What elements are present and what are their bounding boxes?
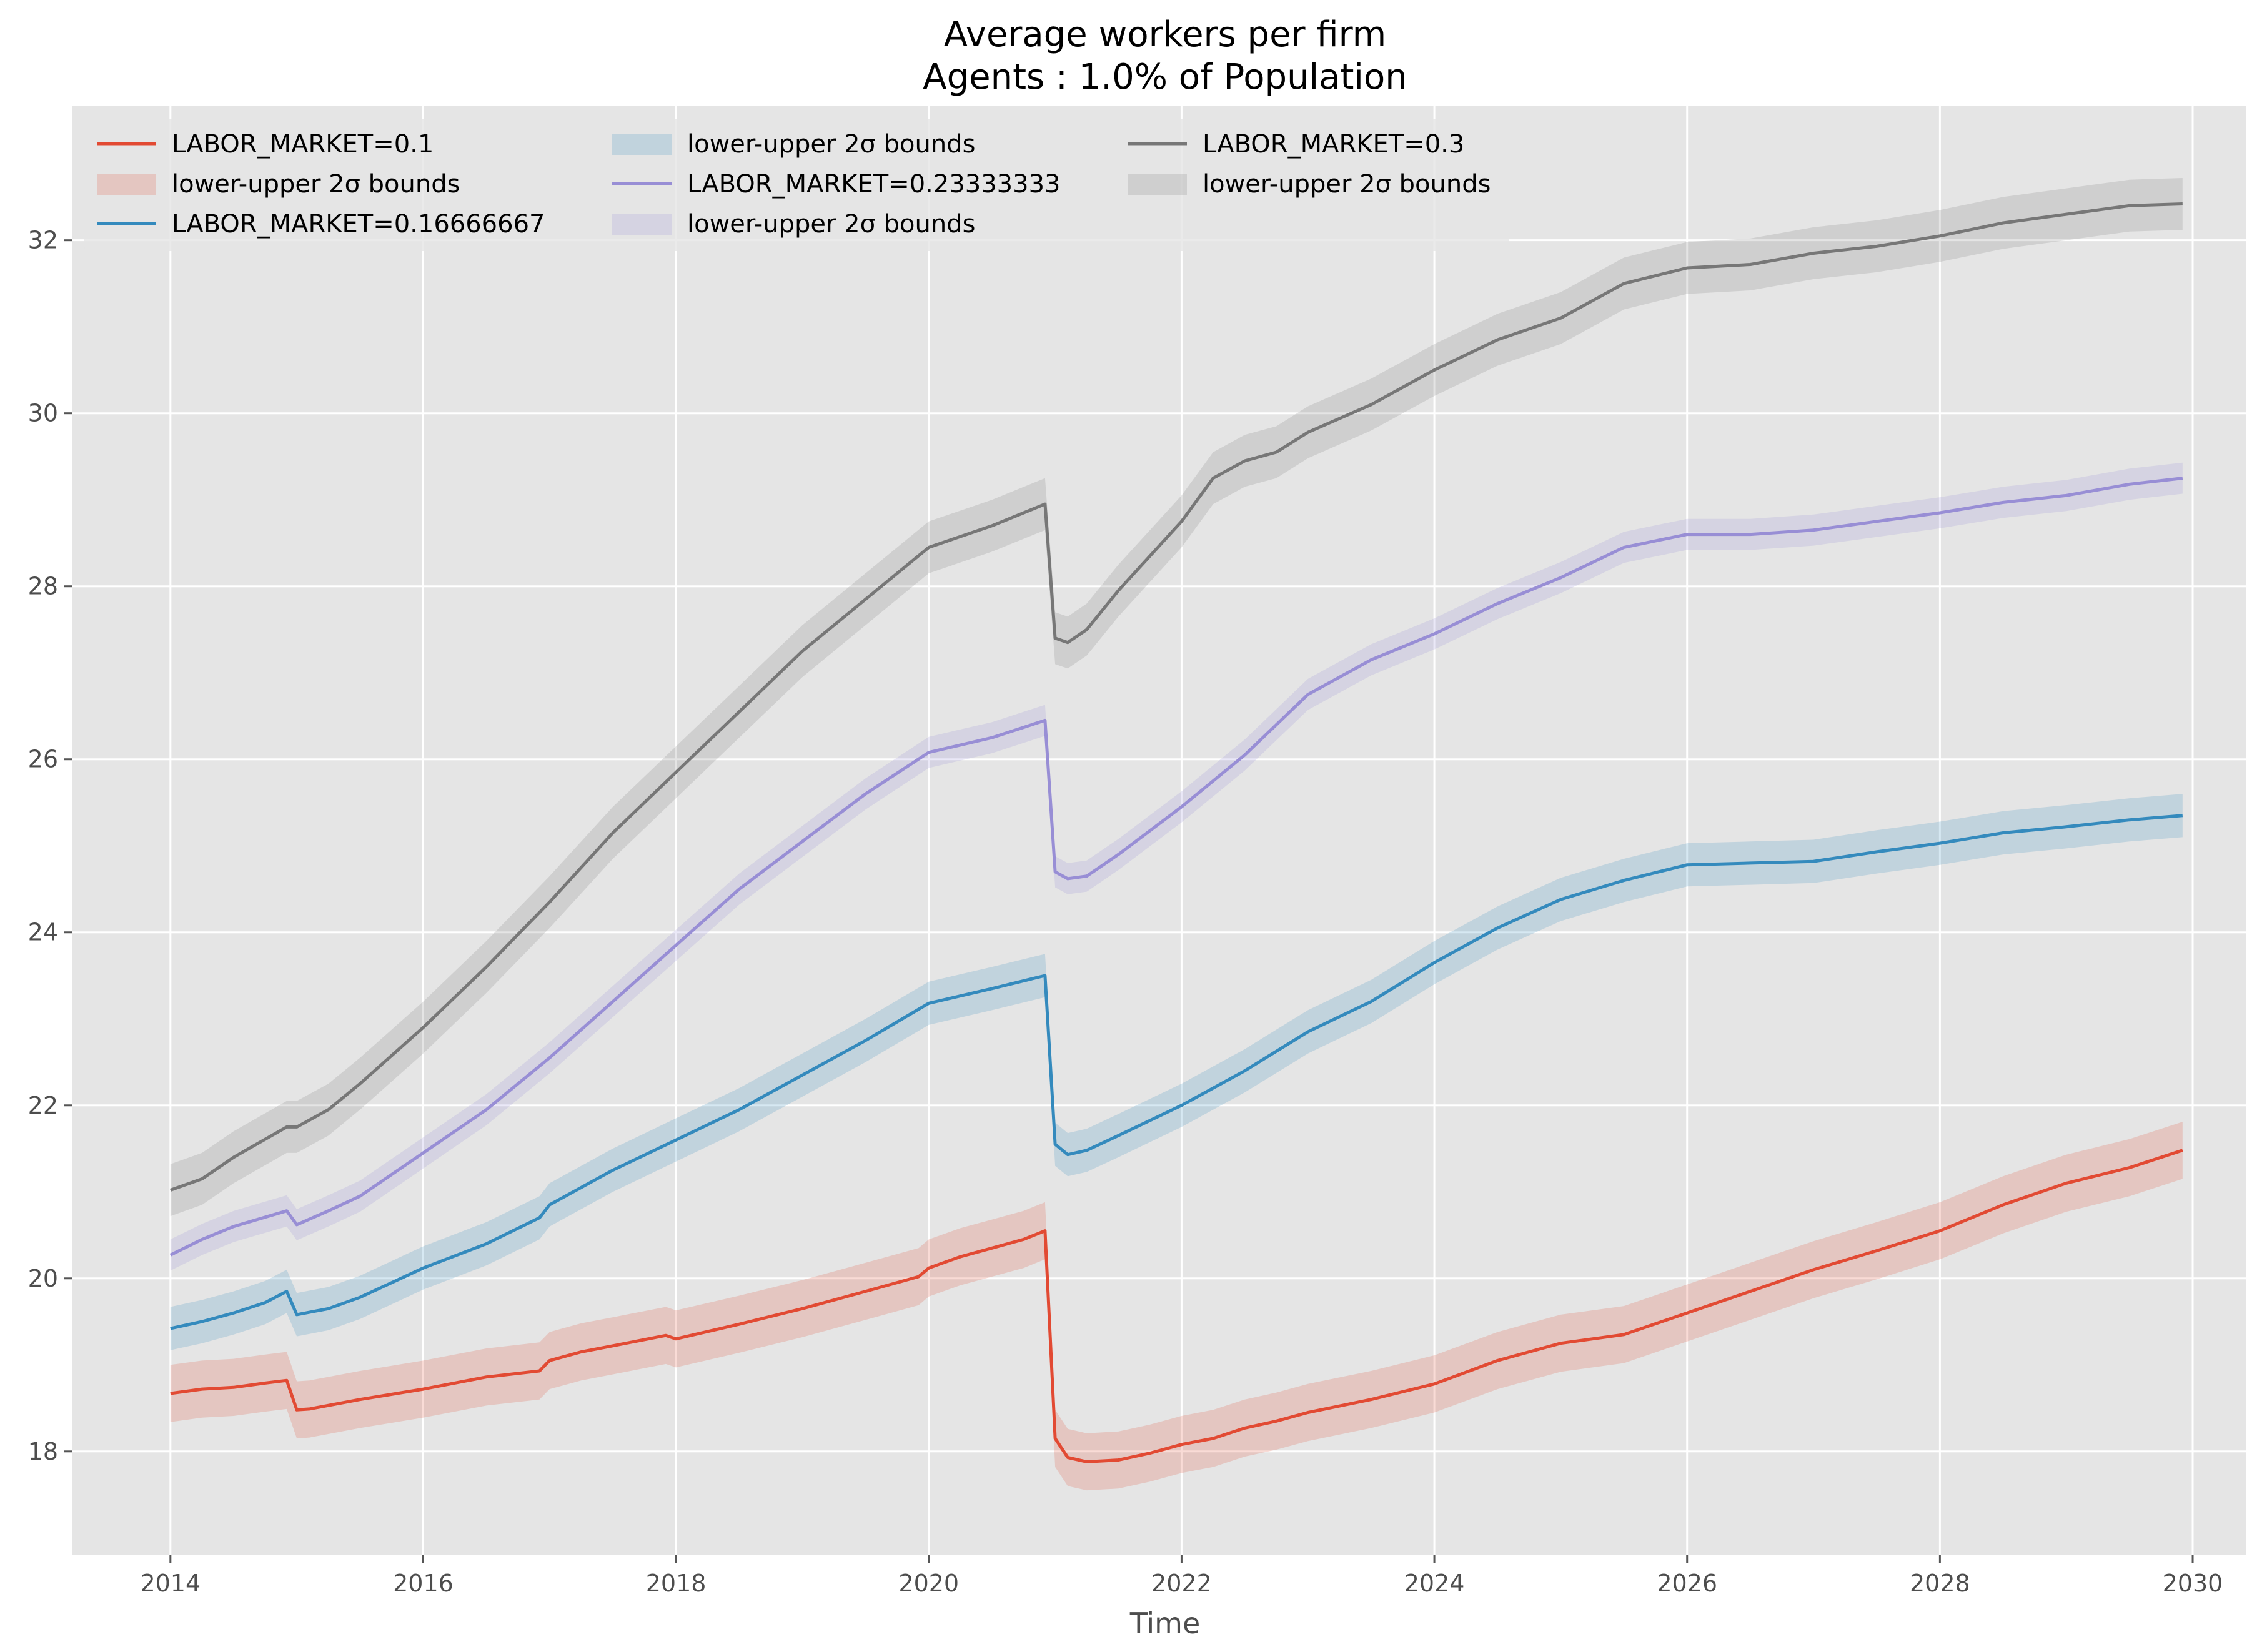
- chart-title: Average workers per firm: [944, 14, 1386, 55]
- x-tick-label: 2026: [1657, 1570, 1717, 1597]
- axis-ticks: 2014 2016 2018 2020 2022 2024 2026 2028 20301820…: [28, 227, 2223, 1597]
- legend-box: [84, 119, 1509, 251]
- x-tick-label: 2022: [1151, 1570, 1212, 1597]
- legend-label: LABOR_MARKET=0.23333333: [687, 170, 1060, 199]
- chart-subtitle: Agents : 1.0% of Population: [923, 57, 1407, 97]
- legend-label: lower-upper 2σ bounds: [172, 170, 460, 199]
- legend-label: lower-upper 2σ bounds: [687, 130, 975, 159]
- legend-band-swatch: [612, 134, 672, 155]
- y-tick-label: 20: [28, 1265, 58, 1292]
- legend-band-swatch: [97, 174, 156, 195]
- series-line-0: [170, 1149, 2183, 1463]
- x-tick-label: 2020: [898, 1570, 959, 1597]
- y-tick-label: 28: [28, 573, 58, 600]
- x-tick-label: 2030: [2163, 1570, 2223, 1597]
- x-axis-label: Time: [1129, 1606, 1201, 1640]
- plot-area: [72, 106, 2246, 1555]
- y-tick-label: 22: [28, 1092, 58, 1119]
- legend-band-swatch: [1128, 174, 1187, 195]
- legend-label: lower-upper 2σ bounds: [1203, 170, 1491, 199]
- legend-label: LABOR_MARKET=0.1: [172, 130, 434, 159]
- series-band-0: [170, 1122, 2183, 1491]
- legend-label: lower-upper 2σ bounds: [687, 210, 975, 239]
- series-lines: [169, 202, 2183, 1463]
- grid: [72, 106, 2246, 1555]
- legend-label: LABOR_MARKET=0.16666667: [172, 210, 545, 239]
- x-tick-label: 2024: [1404, 1570, 1465, 1597]
- y-tick-label: 24: [28, 919, 58, 946]
- x-tick-label: 2018: [646, 1570, 707, 1597]
- y-tick-label: 30: [28, 400, 58, 427]
- y-tick-label: 18: [28, 1438, 58, 1465]
- series-band-1: [170, 794, 2183, 1350]
- x-tick-label: 2028: [1910, 1570, 1970, 1597]
- series-line-2: [169, 477, 2183, 1257]
- legend-band-swatch: [612, 214, 672, 235]
- y-tick-label: 26: [28, 746, 58, 773]
- legend-label: LABOR_MARKET=0.3: [1203, 130, 1464, 159]
- x-tick-label: 2016: [393, 1570, 454, 1597]
- series-line-1: [170, 814, 2183, 1330]
- y-tick-label: 32: [28, 227, 58, 254]
- x-tick-label: 2014: [140, 1570, 201, 1597]
- legend: LABOR_MARKET=0.1 lower-upper 2σ bounds LAB…: [84, 119, 1509, 251]
- series-line-3: [169, 202, 2183, 1192]
